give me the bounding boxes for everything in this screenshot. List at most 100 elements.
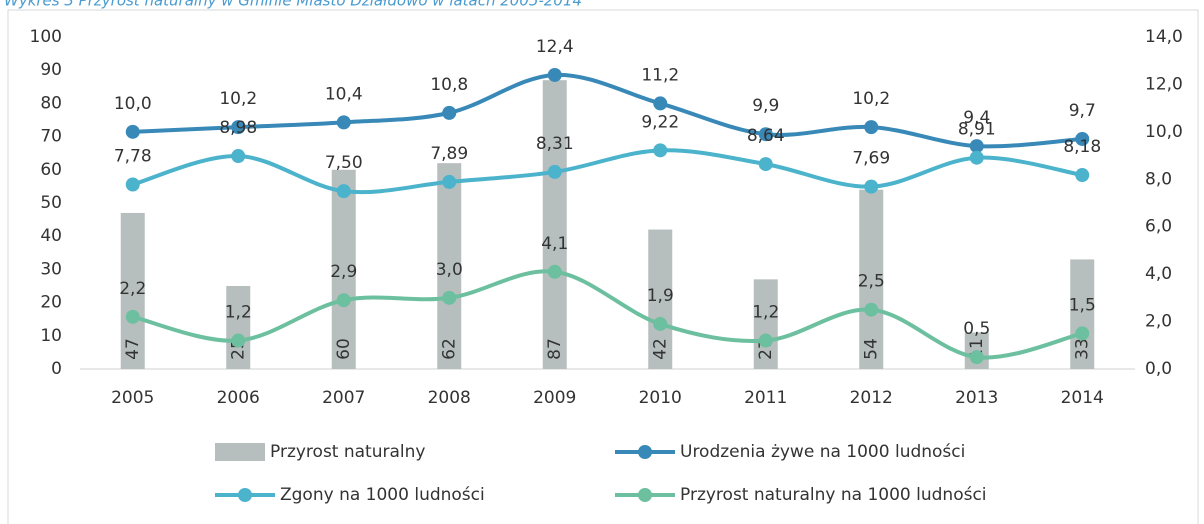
x-tick-label: 2006 — [217, 388, 260, 408]
bar-label: 42 — [650, 338, 670, 360]
data-label: 2,9 — [330, 262, 357, 282]
data-label: 9,7 — [1069, 101, 1096, 121]
bar — [331, 169, 356, 369]
y-tick-label: 90 — [40, 60, 62, 80]
y2-tick-label: 2,0 — [1145, 312, 1172, 332]
data-label: 7,69 — [852, 149, 890, 169]
legend-label: Zgony na 1000 ludności — [280, 485, 485, 505]
y-tick-label: 10 — [40, 326, 62, 346]
x-tick-label: 2008 — [428, 388, 471, 408]
x-tick-label: 2011 — [744, 388, 787, 408]
line-marker — [125, 177, 140, 192]
bar-label: 62 — [439, 338, 459, 360]
line-marker — [1075, 131, 1090, 146]
line-marker — [1075, 326, 1090, 341]
data-label: 10,2 — [852, 89, 890, 109]
line-marker — [336, 293, 351, 308]
bar-label: 33 — [1072, 338, 1092, 360]
bar-label: 87 — [545, 338, 565, 360]
chart-title: Wykres 3 Przyrost naturalny w Gminie Mia… — [4, 0, 582, 10]
y-tick-label: 100 — [30, 27, 62, 47]
data-label: 8,91 — [958, 120, 996, 140]
y-tick-label: 0 — [51, 359, 62, 379]
y-tick-label: 40 — [40, 226, 62, 246]
line-marker — [758, 333, 773, 348]
data-label: 9,4 — [963, 108, 990, 128]
line-marker — [231, 149, 246, 164]
legend-marker — [638, 445, 652, 459]
line-marker — [442, 290, 457, 305]
line-marker — [969, 350, 984, 365]
line-marker — [547, 67, 562, 82]
x-tick-label: 2010 — [639, 388, 682, 408]
line-marker — [547, 264, 562, 279]
data-label: 10,8 — [430, 75, 468, 95]
y2-tick-label: 14,0 — [1145, 27, 1183, 47]
line-marker — [1075, 168, 1090, 183]
line-marker — [231, 333, 246, 348]
bar — [859, 189, 884, 369]
line-marker — [336, 184, 351, 199]
line-marker — [336, 115, 351, 130]
data-label: 8,31 — [536, 134, 574, 154]
legend-swatch — [215, 443, 265, 461]
y-tick-label: 50 — [40, 193, 62, 213]
data-label: 1,2 — [752, 303, 779, 323]
x-tick-label: 2014 — [1061, 388, 1104, 408]
bar-label: 47 — [123, 338, 143, 360]
data-label: 8,98 — [219, 118, 257, 138]
line-marker — [125, 124, 140, 139]
data-label: 0,5 — [963, 319, 990, 339]
legend-label: Urodzenia żywe na 1000 ludności — [680, 442, 965, 462]
bar — [753, 279, 778, 369]
line-marker — [231, 120, 246, 135]
x-tick-label: 2013 — [955, 388, 998, 408]
line-marker — [653, 143, 668, 158]
data-label: 9,9 — [752, 96, 779, 116]
x-tick-label: 2012 — [850, 388, 893, 408]
data-label: 10,4 — [325, 84, 363, 104]
legend-marker — [238, 488, 252, 502]
line-marker — [442, 174, 457, 189]
line-marker — [758, 127, 773, 142]
bar — [648, 229, 673, 369]
data-label: 10,2 — [219, 89, 257, 109]
bar — [226, 286, 251, 369]
line — [132, 269, 1083, 360]
bar — [1070, 259, 1095, 369]
y2-tick-label: 10,0 — [1145, 122, 1183, 142]
data-label: 10,0 — [114, 94, 152, 114]
line — [132, 148, 1083, 195]
data-label: 11,2 — [641, 65, 679, 85]
legend-label: Przyrost naturalny na 1000 ludności — [680, 485, 987, 505]
line-marker — [442, 105, 457, 120]
data-label: 7,89 — [430, 144, 468, 164]
x-tick-label: 2005 — [111, 388, 154, 408]
x-tick-label: 2009 — [533, 388, 576, 408]
bar-label: 54 — [861, 338, 881, 360]
data-label: 2,5 — [858, 272, 885, 292]
line-marker — [864, 120, 879, 135]
line-marker — [653, 96, 668, 111]
line-marker — [864, 302, 879, 317]
data-label: 2,2 — [119, 279, 146, 299]
y2-tick-label: 12,0 — [1145, 74, 1183, 94]
data-label: 7,50 — [325, 153, 363, 173]
bar-label: 60 — [334, 338, 354, 360]
legend-label: Przyrost naturalny — [270, 442, 425, 462]
x-tick-label: 2007 — [322, 388, 365, 408]
line-marker — [969, 150, 984, 165]
line-marker — [864, 179, 879, 194]
line-marker — [758, 157, 773, 172]
y-tick-label: 20 — [40, 293, 62, 313]
data-label: 1,9 — [647, 286, 674, 306]
y2-tick-label: 8,0 — [1145, 169, 1172, 189]
chart-frame — [7, 9, 1199, 524]
data-label: 12,4 — [536, 37, 574, 57]
y2-tick-label: 0,0 — [1145, 359, 1172, 379]
y2-tick-label: 6,0 — [1145, 217, 1172, 237]
y-tick-label: 60 — [40, 160, 62, 180]
line — [132, 72, 1083, 149]
data-label: 8,64 — [747, 126, 785, 146]
